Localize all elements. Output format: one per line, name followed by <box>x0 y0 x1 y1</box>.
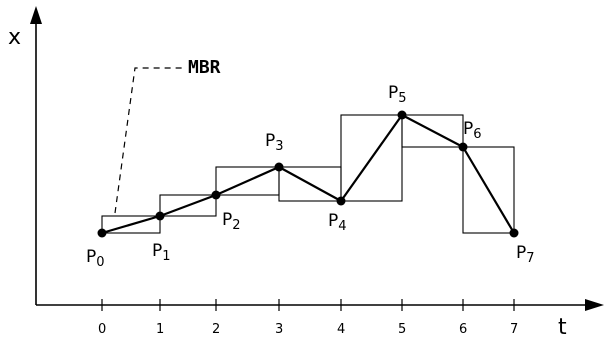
t-tick-label-3: 3 <box>275 322 283 337</box>
mbr-box-1 <box>159 194 217 217</box>
t-tick-label-1: 1 <box>156 322 164 337</box>
point-p7 <box>509 228 519 238</box>
axes: x t <box>8 6 604 340</box>
mbr-leader-line <box>114 67 183 214</box>
trajectory-line <box>101 113 515 235</box>
mbr-box-0 <box>101 215 161 234</box>
t-axis-arrow <box>585 299 604 311</box>
mbr-box-4 <box>340 114 403 202</box>
point-label-p5: P5 <box>388 83 407 106</box>
point-label-p6: P6 <box>463 119 482 142</box>
trajectory-points <box>97 110 519 238</box>
t-tick-label-5: 5 <box>398 322 406 337</box>
mbr-annotation: MBR <box>114 57 221 214</box>
t-tick-label-7: 7 <box>510 322 518 337</box>
point-p5 <box>397 110 407 120</box>
t-tick-label-6: 6 <box>459 322 467 337</box>
point-label-p2: P2 <box>222 210 241 233</box>
t-tick-label-0: 0 <box>98 322 106 337</box>
point-label-p4: P4 <box>328 211 347 234</box>
mbr-box-6 <box>462 146 515 234</box>
mbr-label: MBR <box>188 57 221 78</box>
mbr-box-5 <box>401 114 464 148</box>
point-label-p3: P3 <box>265 131 284 154</box>
point-p1 <box>155 211 165 221</box>
t-axis-ticks: 0 1 2 3 4 5 6 7 <box>98 299 518 337</box>
point-label-p0: P0 <box>86 247 105 270</box>
point-p3 <box>274 162 284 172</box>
point-p4 <box>336 196 346 206</box>
t-axis-label: t <box>558 315 567 340</box>
point-label-p7: P7 <box>516 243 535 266</box>
mbr-boxes <box>101 114 515 234</box>
point-label-p1: P1 <box>152 241 171 264</box>
t-tick-label-2: 2 <box>212 322 220 337</box>
point-labels: P0 P1 P2 P3 P4 P5 P6 P7 <box>86 83 535 270</box>
point-p6 <box>458 142 468 152</box>
x-axis-label: x <box>8 25 21 50</box>
x-axis-arrow <box>30 6 42 24</box>
point-p0 <box>97 228 107 238</box>
point-p2 <box>211 190 221 200</box>
t-tick-label-4: 4 <box>337 322 345 337</box>
